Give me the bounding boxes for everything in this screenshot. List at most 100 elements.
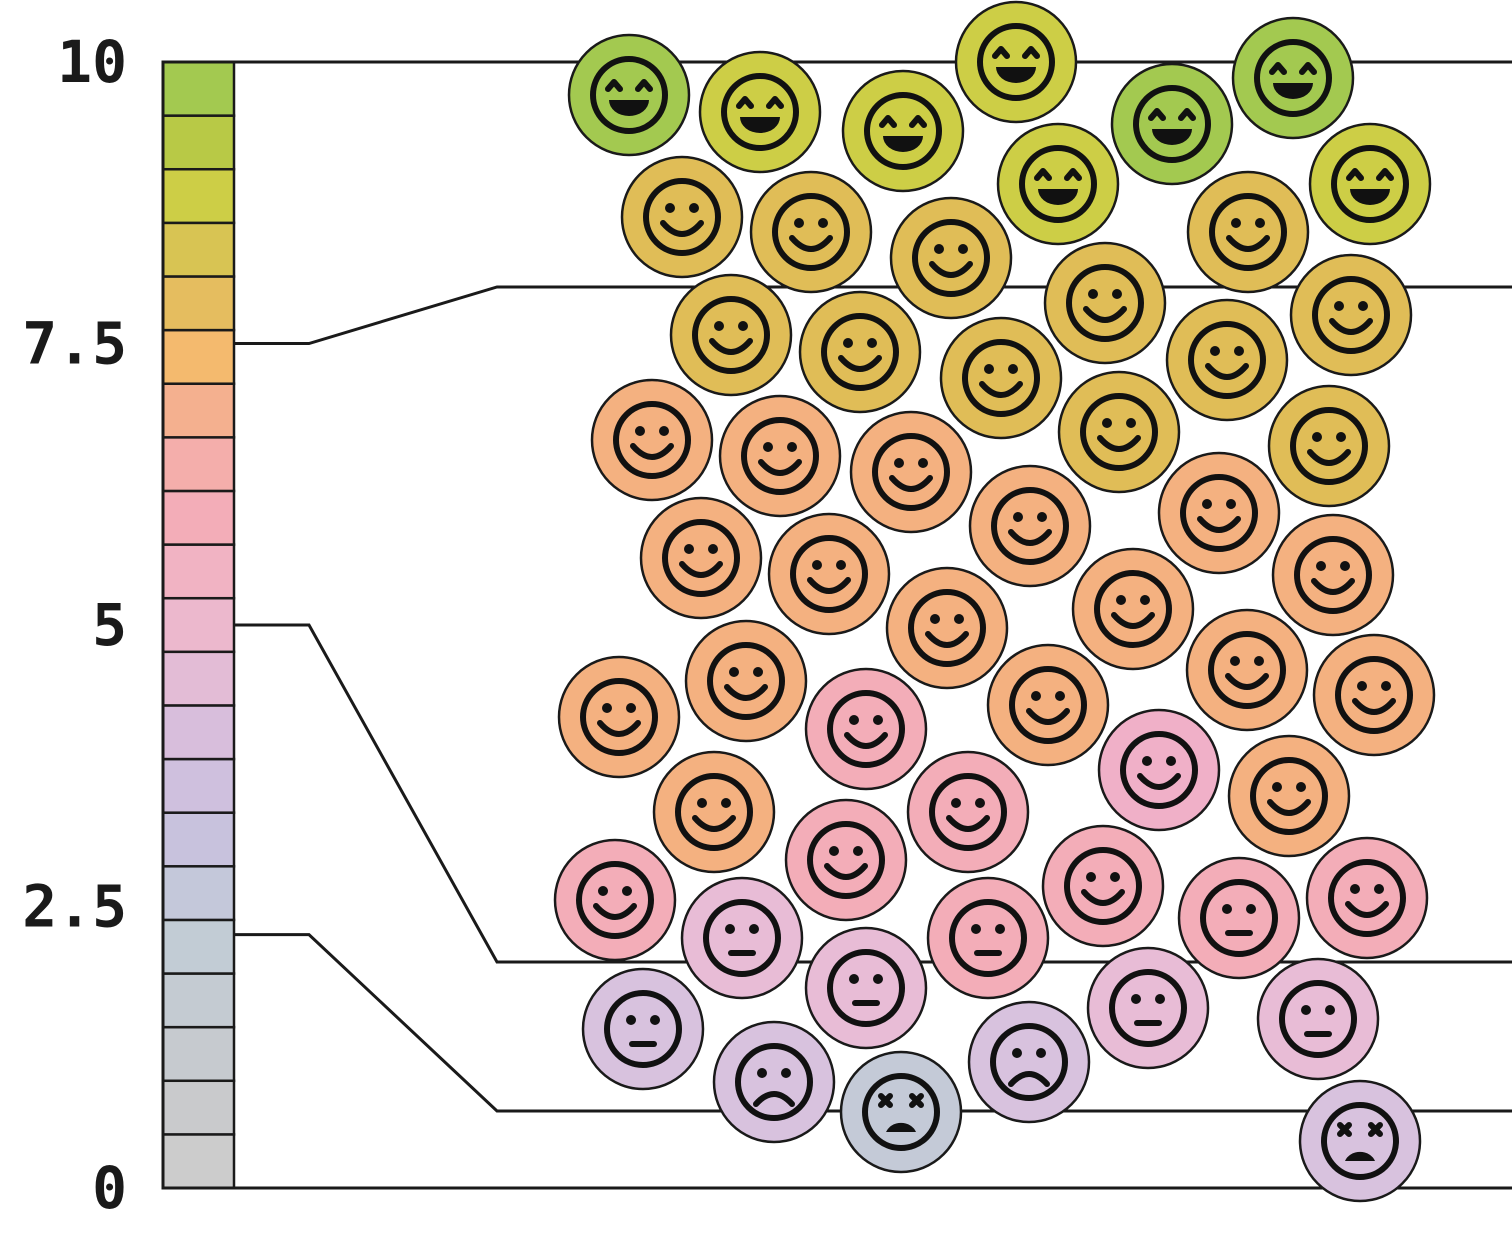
- y-tick-label: 7.5: [22, 310, 127, 378]
- eye: [1131, 994, 1141, 1004]
- data-point-smile: [557, 655, 681, 779]
- face-outline: [990, 1023, 1068, 1101]
- eye: [1008, 364, 1018, 374]
- smile-mouth: [1081, 889, 1125, 906]
- point-marker: [1086, 946, 1210, 1070]
- eye: [995, 924, 1005, 934]
- y-axis-ticks: 0 2.5 5 7.5 10: [22, 28, 127, 1222]
- open-mouth: [609, 100, 649, 116]
- eye: [853, 846, 863, 856]
- eye: [721, 798, 731, 808]
- face-outline: [1200, 879, 1278, 957]
- data-point-laugh: [996, 122, 1120, 246]
- open-mouth: [1350, 189, 1390, 205]
- face-outline: [864, 92, 942, 170]
- data-point-smile: [1312, 633, 1436, 757]
- eye: [975, 798, 985, 808]
- smile-mouth: [1026, 708, 1070, 725]
- smile-mouth: [1352, 698, 1396, 715]
- data-point-smile: [652, 750, 776, 874]
- point-marker: [1186, 170, 1310, 294]
- point-marker: [1043, 241, 1167, 365]
- face-outline: [590, 56, 668, 134]
- closed-eyes: [879, 115, 927, 128]
- eye: [1055, 691, 1065, 701]
- eye: [958, 244, 968, 254]
- eye: [1230, 656, 1240, 666]
- face-outline: [1120, 731, 1198, 809]
- point-marker: [849, 410, 973, 534]
- eye: [951, 798, 961, 808]
- smile-mouth: [946, 815, 990, 832]
- smile-mouth: [1197, 516, 1241, 533]
- data-point-smile: [718, 394, 842, 518]
- eye: [1272, 782, 1282, 792]
- data-point-sad: [712, 1020, 836, 1144]
- data-point-smile: [553, 838, 677, 962]
- point-marker: [1227, 734, 1351, 858]
- data-point-neutral: [804, 926, 928, 1050]
- closed-eyes: [992, 46, 1040, 59]
- face-outline: [1279, 980, 1357, 1058]
- face-outline: [912, 219, 990, 297]
- point-marker: [1057, 370, 1181, 494]
- closed-eyes: [1346, 168, 1394, 181]
- face-outline: [821, 313, 899, 391]
- eye: [635, 426, 645, 436]
- eye: [984, 364, 994, 374]
- x-eyes: [878, 1093, 924, 1108]
- smile-mouth: [758, 459, 802, 476]
- eye: [1166, 756, 1176, 766]
- closed-eyes: [1148, 108, 1196, 121]
- scale-cell: [161, 972, 236, 1029]
- face-outline: [827, 690, 905, 768]
- point-marker: [1231, 16, 1355, 140]
- eye: [873, 715, 883, 725]
- point-marker: [954, 0, 1078, 124]
- eye: [1234, 346, 1244, 356]
- eye: [934, 244, 944, 254]
- eye: [1036, 1048, 1046, 1058]
- y-tick-label: 0: [92, 1154, 127, 1222]
- closed-eyes: [1269, 62, 1317, 75]
- face-outline: [703, 899, 781, 977]
- data-point-laugh: [954, 0, 1078, 124]
- eye: [1340, 561, 1350, 571]
- point-marker: [581, 967, 705, 1091]
- frown-mouth: [1345, 1151, 1375, 1161]
- smile-mouth: [979, 381, 1023, 398]
- scale-cell: [161, 811, 236, 868]
- eye: [1088, 289, 1098, 299]
- smile-mouth: [1097, 435, 1141, 452]
- point-marker: [1110, 62, 1234, 186]
- face-outline: [790, 535, 868, 613]
- eye: [659, 426, 669, 436]
- point-marker: [1097, 708, 1221, 832]
- data-point-smile: [1271, 513, 1395, 637]
- point-marker: [767, 512, 891, 636]
- face-outline: [580, 678, 658, 756]
- point-marker: [1177, 856, 1301, 980]
- face-outline: [862, 1073, 940, 1151]
- scale-cell: [161, 704, 236, 761]
- point-marker: [906, 750, 1030, 874]
- face-outline: [1250, 757, 1328, 835]
- data-point-smile: [1043, 241, 1167, 365]
- eye: [873, 974, 883, 984]
- open-mouth: [1273, 83, 1313, 99]
- data-point-smile: [767, 512, 891, 636]
- smile-mouth: [1267, 799, 1311, 816]
- face-outline: [643, 178, 721, 256]
- point-marker: [1267, 384, 1391, 508]
- face-outline: [1009, 666, 1087, 744]
- smile-mouth: [889, 475, 933, 492]
- face-outline: [1066, 264, 1144, 342]
- eye: [1037, 512, 1047, 522]
- eye: [849, 715, 859, 725]
- data-point-laugh: [1110, 62, 1234, 186]
- point-marker: [1041, 824, 1165, 948]
- face-outline: [1335, 656, 1413, 734]
- eye: [1254, 656, 1264, 666]
- eye: [729, 667, 739, 677]
- point-marker: [712, 1020, 836, 1144]
